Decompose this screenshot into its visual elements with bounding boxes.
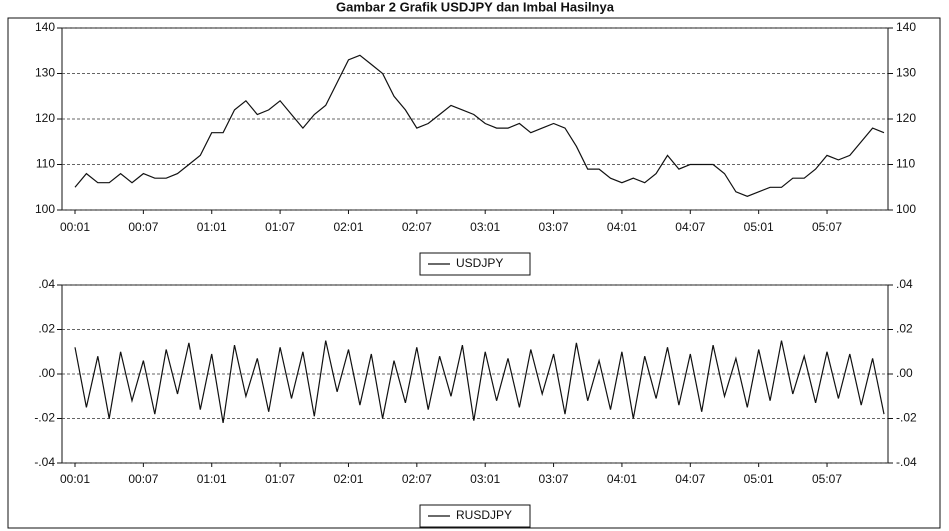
data-line — [75, 341, 884, 423]
x-tick-label: 05:01 — [744, 472, 774, 486]
x-tick-label: 03:07 — [539, 472, 569, 486]
x-tick-label: 00:07 — [128, 220, 158, 234]
y2-tick-label: 140 — [896, 20, 916, 34]
data-line — [75, 55, 884, 196]
x-tick-label: 01:07 — [265, 220, 295, 234]
y2-tick-label: 130 — [896, 66, 916, 80]
legend-label: USDJPY — [456, 256, 503, 270]
y2-tick-label: -.04 — [896, 455, 917, 469]
y2-tick-label: .00 — [896, 366, 913, 380]
x-tick-label: 04:01 — [607, 472, 637, 486]
y-tick-label: 140 — [35, 20, 55, 34]
y2-tick-label: 100 — [896, 202, 916, 216]
x-tick-label: 02:07 — [402, 220, 432, 234]
y-tick-label: .00 — [38, 366, 55, 380]
figure-title: Gambar 2 Grafik USDJPY dan Imbal Hasilny… — [336, 0, 615, 14]
x-tick-label: 05:07 — [812, 472, 842, 486]
x-tick-label: 00:01 — [60, 220, 90, 234]
x-tick-label: 04:07 — [675, 472, 705, 486]
x-tick-label: 00:07 — [128, 472, 158, 486]
x-tick-label: 02:07 — [402, 472, 432, 486]
x-tick-label: 03:07 — [539, 220, 569, 234]
y2-tick-label: .02 — [896, 322, 913, 336]
y-tick-label: -.04 — [34, 455, 55, 469]
x-tick-label: 04:01 — [607, 220, 637, 234]
y2-tick-label: 120 — [896, 111, 916, 125]
legend-label: RUSDJPY — [456, 508, 512, 522]
x-tick-label: 05:07 — [812, 220, 842, 234]
x-tick-label: 00:01 — [60, 472, 90, 486]
page: Gambar 2 Grafik USDJPY dan Imbal Hasilny… — [0, 0, 949, 531]
y-tick-label: 110 — [36, 157, 55, 171]
x-tick-label: 02:01 — [333, 472, 363, 486]
y-tick-label: 130 — [35, 66, 55, 80]
y-tick-label: .02 — [38, 322, 55, 336]
x-tick-label: 01:01 — [197, 472, 227, 486]
y2-tick-label: 110 — [896, 157, 915, 171]
y-tick-label: .04 — [38, 277, 55, 291]
x-tick-label: 03:01 — [470, 472, 500, 486]
x-tick-label: 01:07 — [265, 472, 295, 486]
x-tick-label: 01:01 — [197, 220, 227, 234]
x-tick-label: 02:01 — [333, 220, 363, 234]
x-tick-label: 04:07 — [675, 220, 705, 234]
y-tick-label: -.02 — [34, 411, 55, 425]
y2-tick-label: -.02 — [896, 411, 917, 425]
y-tick-label: 120 — [35, 111, 55, 125]
figure: Gambar 2 Grafik USDJPY dan Imbal Hasilny… — [0, 0, 949, 531]
x-tick-label: 05:01 — [744, 220, 774, 234]
y2-tick-label: .04 — [896, 277, 913, 291]
x-tick-label: 03:01 — [470, 220, 500, 234]
y-tick-label: 100 — [35, 202, 55, 216]
